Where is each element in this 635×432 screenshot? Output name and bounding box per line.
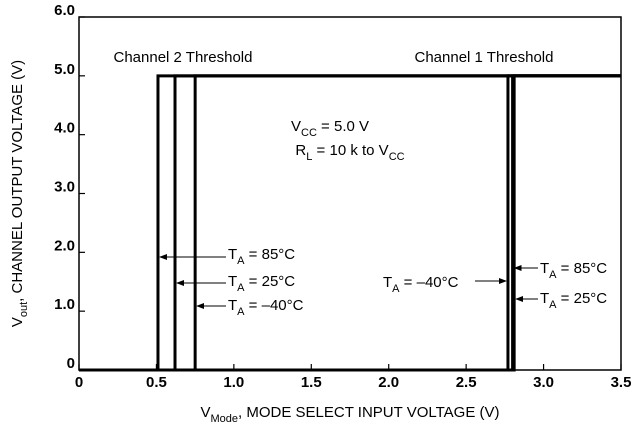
x-tick-label: 3.0 xyxy=(533,374,554,391)
annotation: VCC = 5.0 V xyxy=(291,118,369,139)
annotation-part: = 25°C xyxy=(245,273,296,290)
annotation-part: CC xyxy=(389,151,405,163)
annotation-part: = 85°C xyxy=(245,246,296,263)
x-tick-label: 1.0 xyxy=(223,374,244,391)
x-tick-label: 0.5 xyxy=(146,374,167,391)
annotation-part: Channel 1 Threshold xyxy=(415,49,554,66)
annotation-part: = 5.0 V xyxy=(317,118,369,135)
annotation-part: CC xyxy=(301,127,317,139)
y-tick-label: 0 xyxy=(67,355,75,372)
annotation-part: = –40°C xyxy=(400,274,459,291)
annotation-part: Channel 2 Threshold xyxy=(114,49,253,66)
annotation: TA = 85°C xyxy=(540,260,607,281)
annotation: TA = 85°C xyxy=(228,246,295,267)
annotation-part: T xyxy=(540,260,549,277)
annotation-part: = 10 k to V xyxy=(312,142,388,159)
x-axis-label: VMode, MODE SELECT INPUT VOLTAGE (V) xyxy=(201,404,500,425)
y-axis-label-part: out xyxy=(18,302,30,317)
annotation: TA = 25°C xyxy=(540,290,607,311)
x-axis-label-part: V xyxy=(201,404,211,421)
annotation-part: V xyxy=(291,118,301,135)
y-tick-label: 1.0 xyxy=(54,296,75,313)
y-tick-label: 4.0 xyxy=(54,120,75,137)
annotation: RL = 10 k to VCC xyxy=(295,142,404,163)
y-axis-label: Vout, CHANNEL OUTPUT VOLTAGE (V) xyxy=(9,60,30,327)
annotation: Channel 2 Threshold xyxy=(114,49,253,66)
y-axis-label-part: , CHANNEL OUTPUT VOLTAGE (V) xyxy=(9,60,26,302)
x-tick-label: 0 xyxy=(75,374,83,391)
annotation-part: A xyxy=(237,306,245,318)
annotation-part: = 25°C xyxy=(557,290,608,307)
y-tick-label: 2.0 xyxy=(54,237,75,254)
annotation-part: A xyxy=(549,299,557,311)
annotation-part: T xyxy=(228,297,237,314)
y-tick-label: 3.0 xyxy=(54,178,75,195)
x-axis-label-part: Mode xyxy=(211,413,239,425)
annotation: TA = –40°C xyxy=(228,297,304,318)
annotation-part: A xyxy=(237,255,245,267)
step-line xyxy=(79,74,621,372)
annotation-part: T xyxy=(383,274,392,291)
annotation: TA = –40°C xyxy=(383,274,459,295)
annotation: Channel 1 Threshold xyxy=(415,49,554,66)
annotation-part: A xyxy=(237,282,245,294)
y-tick-label: 6.0 xyxy=(54,2,75,19)
annotation-part: T xyxy=(540,290,549,307)
x-tick-label: 3.5 xyxy=(611,374,632,391)
annotation-part: = 85°C xyxy=(557,260,608,277)
annotation-part: L xyxy=(306,151,312,163)
annotation-part: A xyxy=(392,283,400,295)
y-tick-label: 5.0 xyxy=(54,61,75,78)
annotation: TA = 25°C xyxy=(228,273,295,294)
x-tick-label: 2.0 xyxy=(378,374,399,391)
plot-frame xyxy=(78,16,622,371)
x-tick-label: 2.5 xyxy=(456,374,477,391)
annotation-part: A xyxy=(549,269,557,281)
annotation-part: = –40°C xyxy=(245,297,304,314)
x-axis-label-part: , MODE SELECT INPUT VOLTAGE (V) xyxy=(238,404,499,421)
annotation-part: T xyxy=(228,246,237,263)
y-axis-label-part: V xyxy=(9,317,26,327)
annotation-part: T xyxy=(228,273,237,290)
x-tick-label: 1.5 xyxy=(301,374,322,391)
annotation-part: R xyxy=(295,142,306,159)
